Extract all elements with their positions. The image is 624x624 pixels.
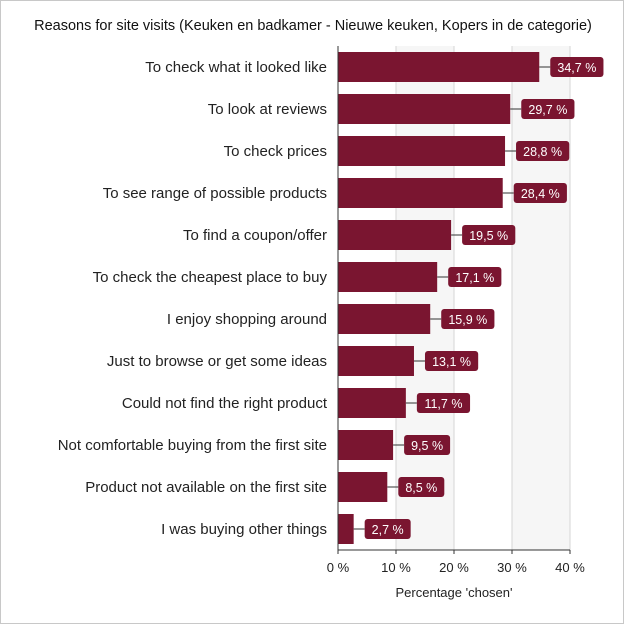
value-label-box [448,267,502,287]
bar [338,220,452,250]
value-label: 8,5 % [405,481,437,495]
value-label-box [513,183,567,203]
category-label: I enjoy shopping around [167,311,327,328]
category-label: To check what it looked like [145,59,327,76]
value-label-box [416,393,471,413]
value-label-box [521,99,575,119]
value-label-box [398,477,445,497]
value-label-box [550,57,604,77]
grid-band [512,46,570,550]
bar [338,136,506,166]
value-label: 34,7 % [557,61,596,75]
value-label: 9,5 % [411,439,443,453]
chart-title: Reasons for site visits (Keuken en badka… [34,18,592,34]
value-label-box [424,351,479,371]
value-label-box [364,519,411,539]
category-label: Just to browse or get some ideas [107,353,327,370]
grid-band [396,46,454,550]
value-label: 17,1 % [455,271,494,285]
value-label-box [462,225,516,245]
x-tick-label: 40 % [555,560,585,575]
value-label: 29,7 % [528,103,567,117]
bar [338,52,540,82]
value-label: 28,4 % [521,187,560,201]
bar [338,304,431,334]
category-label: To look at reviews [208,101,327,118]
value-label: 19,5 % [469,229,508,243]
bar [338,388,406,418]
category-label: Could not find the right product [122,395,328,412]
value-label: 28,8 % [523,145,562,159]
x-tick-label: 30 % [497,560,527,575]
category-label: To find a coupon/offer [183,227,327,244]
value-label-box [404,435,451,455]
category-label: I was buying other things [161,521,327,538]
value-label: 2,7 % [372,523,404,537]
value-label: 15,9 % [448,313,487,327]
bar [338,430,394,460]
category-label: Product not available on the first site [85,479,327,496]
bar [338,94,511,124]
category-label: Not comfortable buying from the first si… [58,437,327,454]
value-label: 11,7 % [424,397,462,411]
category-label: To check prices [224,143,327,160]
bar [338,472,388,502]
category-label: To check the cheapest place to buy [93,269,328,286]
bar [338,262,438,292]
x-tick-label: 0 % [327,560,350,575]
category-label: To see range of possible products [103,185,327,202]
bar [338,346,414,376]
value-label-box [516,141,570,161]
value-label: 13,1 % [432,355,471,369]
bar [338,514,354,544]
bar [338,178,503,208]
x-axis-label: Percentage 'chosen' [396,585,513,600]
x-tick-label: 20 % [439,560,469,575]
x-tick-label: 10 % [381,560,411,575]
value-label-box [441,309,495,329]
